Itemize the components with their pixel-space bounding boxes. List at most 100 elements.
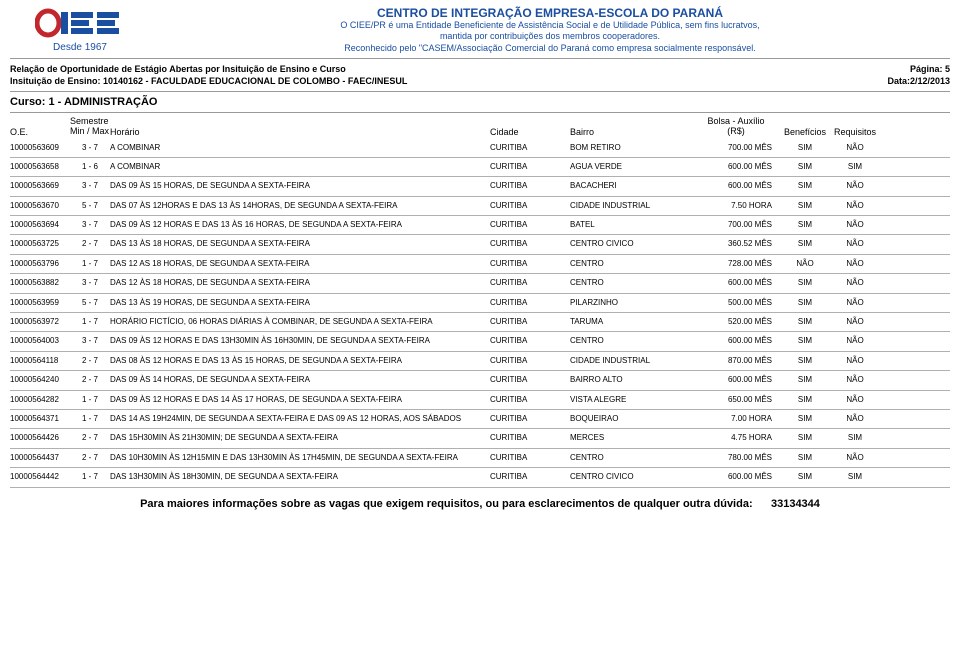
cell-bol: 600.00 MÊS bbox=[700, 336, 780, 346]
cell-ben: SIM bbox=[780, 162, 830, 172]
cell-cid: CURITIBA bbox=[490, 453, 570, 463]
cell-ben: SIM bbox=[780, 414, 830, 424]
cell-req: NÃO bbox=[830, 220, 880, 230]
cell-bol: 7.50 HORA bbox=[700, 201, 780, 211]
cell-req: NÃO bbox=[830, 278, 880, 288]
cell-oe: 10000564437 bbox=[10, 453, 70, 463]
divider bbox=[10, 58, 950, 59]
table-row: 100005639595 - 7DAS 13 ÀS 19 HORAS, DE S… bbox=[10, 294, 950, 313]
cell-ben: SIM bbox=[780, 453, 830, 463]
cell-req: NÃO bbox=[830, 414, 880, 424]
cell-sem: 2 - 7 bbox=[70, 375, 110, 385]
cell-cid: CURITIBA bbox=[490, 414, 570, 424]
cell-hor: DAS 13 ÀS 18 HORAS, DE SEGUNDA A SEXTA-F… bbox=[110, 239, 490, 249]
col-oe: O.E. bbox=[10, 127, 28, 137]
cell-req: SIM bbox=[830, 433, 880, 443]
footer-text: Para maiores informações sobre as vagas … bbox=[140, 498, 753, 510]
cell-sem: 1 - 7 bbox=[70, 259, 110, 269]
cell-req: NÃO bbox=[830, 239, 880, 249]
table-row: 100005640033 - 7DAS 09 ÀS 12 HORAS E DAS… bbox=[10, 332, 950, 351]
footer-phone: 33134344 bbox=[771, 498, 820, 510]
cell-oe: 10000564371 bbox=[10, 414, 70, 424]
cell-oe: 10000564426 bbox=[10, 433, 70, 443]
cell-bol: 700.00 MÊS bbox=[700, 143, 780, 153]
table-row: 100005644372 - 7DAS 10H30MIN ÀS 12H15MIN… bbox=[10, 449, 950, 468]
cell-hor: DAS 10H30MIN ÀS 12H15MIN E DAS 13H30MIN … bbox=[110, 453, 490, 463]
cell-cid: CURITIBA bbox=[490, 298, 570, 308]
cell-bol: 700.00 MÊS bbox=[700, 220, 780, 230]
cell-sem: 5 - 7 bbox=[70, 201, 110, 211]
cell-bol: 600.00 MÊS bbox=[700, 375, 780, 385]
cell-oe: 10000563609 bbox=[10, 143, 70, 153]
cell-oe: 10000564282 bbox=[10, 395, 70, 405]
cell-sem: 1 - 7 bbox=[70, 317, 110, 327]
cell-hor: DAS 09 ÀS 12 HORAS E DAS 13 ÀS 16 HORAS,… bbox=[110, 220, 490, 230]
cell-bol: 600.00 MÊS bbox=[700, 162, 780, 172]
cell-ben: SIM bbox=[780, 336, 830, 346]
cell-hor: DAS 13 ÀS 19 HORAS, DE SEGUNDA A SEXTA-F… bbox=[110, 298, 490, 308]
org-title: CENTRO DE INTEGRAÇÃO EMPRESA-ESCOLA DO P… bbox=[160, 6, 940, 20]
cell-bai: CENTRO bbox=[570, 336, 700, 346]
org-sub-line-1: O CIEE/PR é uma Entidade Beneficiente de… bbox=[160, 20, 940, 31]
org-block: CENTRO DE INTEGRAÇÃO EMPRESA-ESCOLA DO P… bbox=[150, 4, 950, 54]
cell-oe: 10000564442 bbox=[10, 472, 70, 482]
org-sub-line-3: Reconhecido pelo "CASEM/Associação Comer… bbox=[160, 43, 940, 54]
cell-cid: CURITIBA bbox=[490, 317, 570, 327]
cell-sem: 5 - 7 bbox=[70, 298, 110, 308]
cell-req: NÃO bbox=[830, 356, 880, 366]
cell-req: NÃO bbox=[830, 453, 880, 463]
cell-oe: 10000563669 bbox=[10, 181, 70, 191]
cell-bai: CIDADE INDUSTRIAL bbox=[570, 201, 700, 211]
cell-hor: HORÁRIO FICTÍCIO, 06 HORAS DIÁRIAS À COM… bbox=[110, 317, 490, 327]
cell-sem: 2 - 7 bbox=[70, 356, 110, 366]
cell-sem: 3 - 7 bbox=[70, 181, 110, 191]
cell-bai: BATEL bbox=[570, 220, 700, 230]
cell-bol: 600.00 MÊS bbox=[700, 472, 780, 482]
cell-ben: SIM bbox=[780, 143, 830, 153]
table-row: 100005642402 - 7DAS 09 ÀS 14 HORAS, DE S… bbox=[10, 371, 950, 390]
cell-bai: VISTA ALEGRE bbox=[570, 395, 700, 405]
cell-req: SIM bbox=[830, 472, 880, 482]
table-row: 100005641182 - 7DAS 08 ÀS 12 HORAS E DAS… bbox=[10, 352, 950, 371]
cell-ben: NÃO bbox=[780, 259, 830, 269]
col-bai: Bairro bbox=[570, 127, 594, 137]
cell-oe: 10000563959 bbox=[10, 298, 70, 308]
cell-cid: CURITIBA bbox=[490, 356, 570, 366]
cell-bai: TARUMA bbox=[570, 317, 700, 327]
cell-cid: CURITIBA bbox=[490, 259, 570, 269]
relacao-text: Relação de Oportunidade de Estágio Abert… bbox=[10, 64, 346, 74]
cell-cid: CURITIBA bbox=[490, 239, 570, 249]
cell-hor: DAS 12 ÀS 18 HORAS, DE SEGUNDA A SEXTA-F… bbox=[110, 278, 490, 288]
cell-sem: 2 - 7 bbox=[70, 239, 110, 249]
col-req: Requisitos bbox=[834, 127, 876, 137]
curso-title: Curso: 1 - ADMINISTRAÇÃO bbox=[0, 94, 960, 110]
cell-cid: CURITIBA bbox=[490, 395, 570, 405]
cell-req: NÃO bbox=[830, 143, 880, 153]
meta-block: Relação de Oportunidade de Estágio Abert… bbox=[0, 61, 960, 89]
cell-oe: 10000563725 bbox=[10, 239, 70, 249]
since-text: Desde 1967 bbox=[10, 42, 150, 53]
instituicao-text: Insituição de Ensino: 10140162 - FACULDA… bbox=[10, 76, 407, 86]
cell-hor: DAS 09 ÀS 12 HORAS E DAS 13H30MIN ÀS 16H… bbox=[110, 336, 490, 346]
table-row: 100005636943 - 7DAS 09 ÀS 12 HORAS E DAS… bbox=[10, 216, 950, 235]
cell-ben: SIM bbox=[780, 317, 830, 327]
cell-sem: 1 - 7 bbox=[70, 472, 110, 482]
table-row: 100005644262 - 7DAS 15H30MIN ÀS 21H30MIN… bbox=[10, 429, 950, 448]
cell-bol: 600.00 MÊS bbox=[700, 278, 780, 288]
table-row: 100005636581 - 6A COMBINARCURITIBAAGUA V… bbox=[10, 158, 950, 177]
logo-block: Desde 1967 bbox=[10, 4, 150, 54]
cell-bai: BAIRRO ALTO bbox=[570, 375, 700, 385]
cell-bol: 360.52 MÊS bbox=[700, 239, 780, 249]
cell-bol: 728.00 MÊS bbox=[700, 259, 780, 269]
page-header: Desde 1967 CENTRO DE INTEGRAÇÃO EMPRESA-… bbox=[0, 0, 960, 56]
cell-sem: 3 - 7 bbox=[70, 220, 110, 230]
cell-req: SIM bbox=[830, 162, 880, 172]
table-row: 100005636093 - 7A COMBINARCURITIBABOM RE… bbox=[10, 139, 950, 158]
cell-cid: CURITIBA bbox=[490, 162, 570, 172]
cell-oe: 10000563670 bbox=[10, 201, 70, 211]
col-ben: Benefícios bbox=[784, 127, 826, 137]
cell-cid: CURITIBA bbox=[490, 278, 570, 288]
table-row: 100005638823 - 7DAS 12 ÀS 18 HORAS, DE S… bbox=[10, 274, 950, 293]
cell-req: NÃO bbox=[830, 336, 880, 346]
table-row: 100005643711 - 7DAS 14 AS 19H24MIN, DE S… bbox=[10, 410, 950, 429]
